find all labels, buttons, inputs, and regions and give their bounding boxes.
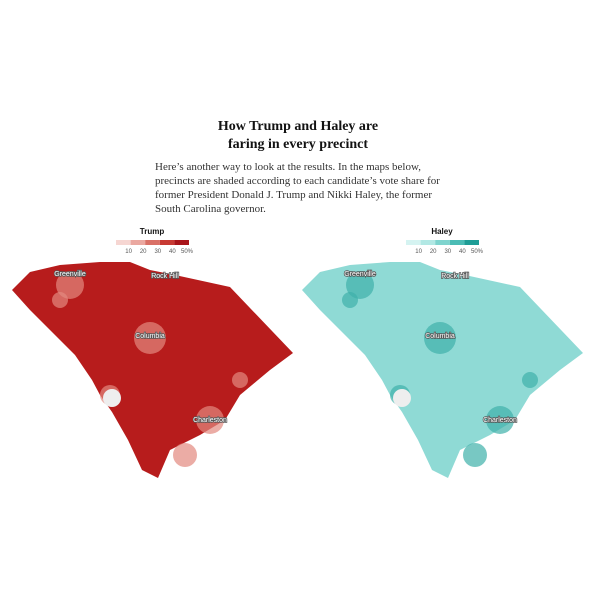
city-label: Greenville [344, 271, 376, 278]
legend-swatch [130, 240, 146, 245]
legend-tick: 10 [415, 249, 422, 255]
city-label: Rock Hill [151, 273, 179, 280]
precinct-cluster [134, 322, 166, 354]
city-label: Columbia [425, 333, 455, 340]
legend-swatch [464, 240, 479, 245]
intro: precincts are shaded according to each c… [155, 175, 440, 187]
city-label: Charleston [193, 417, 227, 424]
state-map [12, 262, 293, 478]
legend-swatch [449, 240, 465, 245]
legend-swatch [174, 240, 189, 245]
legend-swatch [406, 240, 421, 245]
legend-tick: 20 [430, 249, 437, 255]
precinct-cluster [56, 271, 84, 299]
lake [103, 389, 121, 407]
legend-tick: 40 [169, 249, 176, 255]
precinct-cluster [522, 372, 538, 388]
legend-tick: 20 [140, 249, 147, 255]
precinct-cluster [196, 406, 224, 434]
legend-swatch [116, 240, 131, 245]
precinct-cluster [52, 292, 68, 308]
legend-tick: 10 [125, 249, 132, 255]
city-label: Rock Hill [441, 273, 469, 280]
legend-tick: 50% [181, 249, 194, 255]
legend-tick: 40 [459, 249, 466, 255]
city-label: Charleston [483, 417, 517, 424]
title: How Trump and Haley are [218, 119, 378, 134]
precinct-cluster [346, 271, 374, 299]
intro: former President Donald J. Trump and Nik… [155, 189, 432, 201]
legend-swatch [420, 240, 436, 245]
city-label: Columbia [135, 333, 165, 340]
state-map [302, 262, 583, 478]
lake [393, 389, 411, 407]
precinct-cluster [173, 443, 197, 467]
legend-tick: 30 [154, 249, 161, 255]
legend-title: Haley [431, 227, 453, 236]
legend-swatch [145, 240, 160, 245]
legend-swatch [159, 240, 175, 245]
legend-swatch [435, 240, 450, 245]
precinct-cluster [232, 372, 248, 388]
city-label: Greenville [54, 271, 86, 278]
legend-tick: 30 [444, 249, 451, 255]
precinct-cluster [463, 443, 487, 467]
legend-tick: 50% [471, 249, 484, 255]
legend-title: Trump [140, 227, 165, 236]
intro: Here’s another way to look at the result… [155, 161, 421, 173]
title: faring in every precinct [228, 137, 368, 152]
precinct-cluster [424, 322, 456, 354]
precinct-cluster [342, 292, 358, 308]
precinct-cluster [486, 406, 514, 434]
intro: South Carolina governor. [155, 203, 266, 215]
